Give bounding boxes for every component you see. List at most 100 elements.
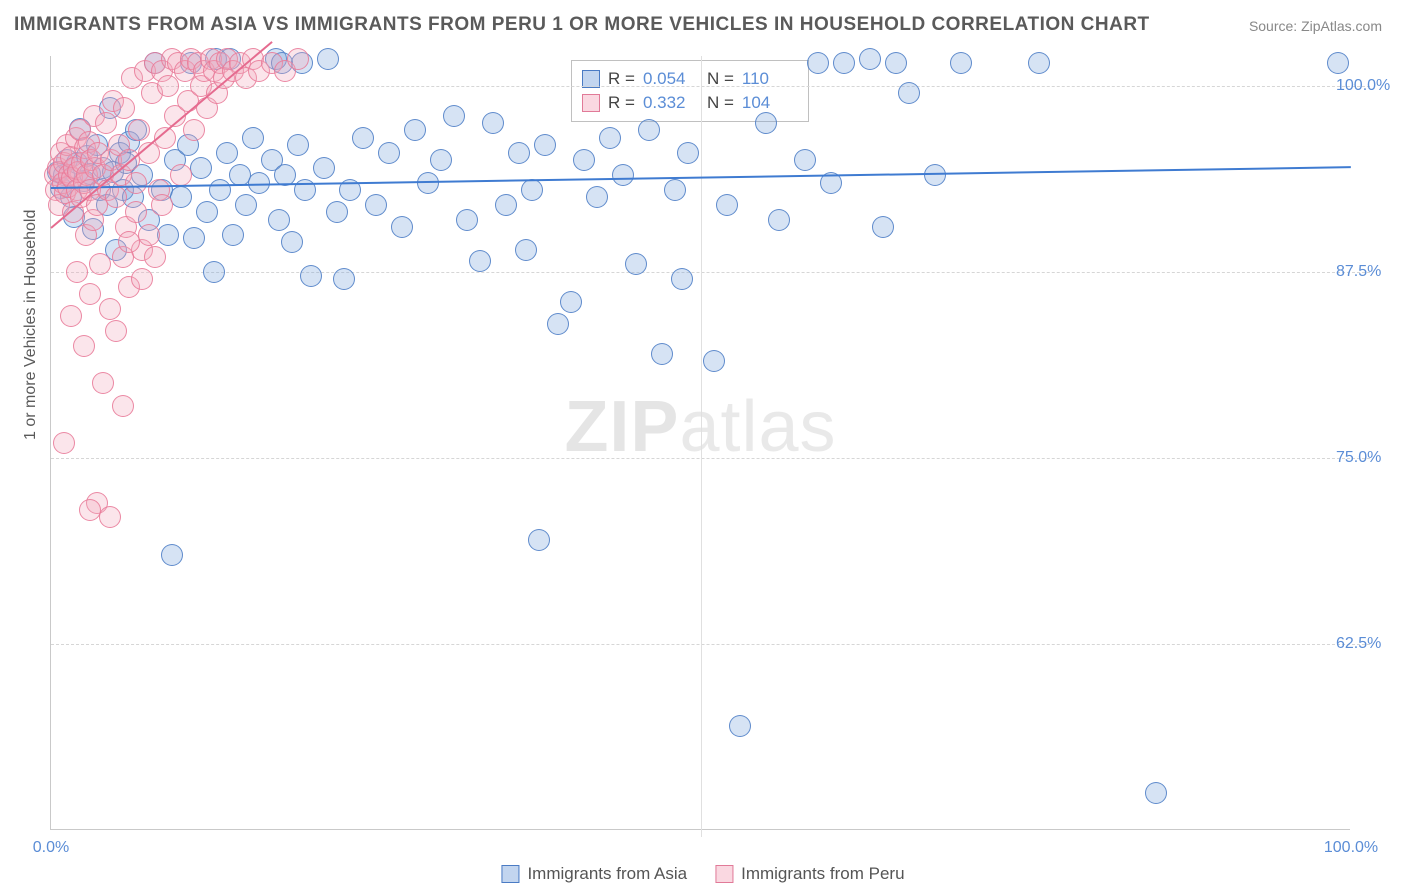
point-asia — [300, 265, 322, 287]
point-asia — [378, 142, 400, 164]
legend-peru-label: Immigrants from Peru — [741, 864, 904, 884]
swatch-peru-icon — [582, 94, 600, 112]
point-asia — [560, 291, 582, 313]
point-asia — [872, 216, 894, 238]
point-asia — [222, 224, 244, 246]
point-asia — [807, 52, 829, 74]
x-tick-label: 0.0% — [33, 839, 69, 857]
point-peru — [125, 201, 147, 223]
point-asia — [794, 149, 816, 171]
point-asia — [183, 227, 205, 249]
point-asia — [190, 157, 212, 179]
point-asia — [651, 343, 673, 365]
point-asia — [196, 201, 218, 223]
point-asia — [216, 142, 238, 164]
point-peru — [118, 231, 140, 253]
legend-asia-label: Immigrants from Asia — [527, 864, 687, 884]
source-label: Source: ZipAtlas.com — [1249, 18, 1382, 34]
swatch-peru-icon — [715, 865, 733, 883]
point-asia — [729, 715, 751, 737]
point-asia — [515, 239, 537, 261]
point-asia — [469, 250, 491, 272]
grid-line-v — [701, 56, 702, 837]
watermark-zip: ZIP — [564, 387, 679, 467]
point-asia — [768, 209, 790, 231]
point-asia — [547, 313, 569, 335]
point-asia — [508, 142, 530, 164]
point-asia — [716, 194, 738, 216]
point-asia — [430, 149, 452, 171]
point-asia — [664, 179, 686, 201]
point-asia — [495, 194, 517, 216]
point-peru — [128, 119, 150, 141]
point-peru — [95, 112, 117, 134]
swatch-asia-icon — [501, 865, 519, 883]
point-asia — [248, 172, 270, 194]
point-peru — [99, 298, 121, 320]
point-asia — [924, 164, 946, 186]
point-asia — [482, 112, 504, 134]
point-asia — [885, 52, 907, 74]
point-peru — [125, 172, 147, 194]
point-asia — [950, 52, 972, 74]
point-peru — [144, 246, 166, 268]
point-asia — [170, 186, 192, 208]
point-asia — [755, 112, 777, 134]
point-peru — [92, 372, 114, 394]
point-asia — [671, 268, 693, 290]
point-peru — [183, 119, 205, 141]
point-asia — [573, 149, 595, 171]
point-peru — [73, 335, 95, 357]
point-asia — [703, 350, 725, 372]
y-tick-label: 100.0% — [1336, 77, 1406, 95]
watermark-atlas: atlas — [679, 387, 836, 467]
point-asia — [235, 194, 257, 216]
point-asia — [599, 127, 621, 149]
point-asia — [333, 268, 355, 290]
point-peru — [113, 97, 135, 119]
stat-R-peru: 0.332 — [643, 93, 699, 113]
point-peru — [66, 261, 88, 283]
point-asia — [528, 529, 550, 551]
grid-line-h — [51, 458, 1370, 459]
point-asia — [287, 134, 309, 156]
point-asia — [281, 231, 303, 253]
grid-line-h — [51, 272, 1370, 273]
point-peru — [287, 48, 309, 70]
point-asia — [625, 253, 647, 275]
y-tick-label: 75.0% — [1336, 449, 1406, 467]
point-asia — [521, 179, 543, 201]
point-asia — [326, 201, 348, 223]
point-asia — [157, 224, 179, 246]
stat-N-peru: 104 — [742, 93, 798, 113]
point-asia — [1145, 782, 1167, 804]
point-peru — [138, 224, 160, 246]
point-peru — [112, 395, 134, 417]
legend-item-peru: Immigrants from Peru — [715, 864, 904, 884]
stat-R-label: R = — [608, 93, 635, 113]
point-asia — [268, 209, 290, 231]
point-asia — [456, 209, 478, 231]
point-asia — [391, 216, 413, 238]
plot-area: ZIPatlas R = 0.054 N = 110 R = 0.332 N =… — [50, 56, 1350, 830]
point-asia — [443, 105, 465, 127]
grid-line-h — [51, 644, 1370, 645]
point-asia — [203, 261, 225, 283]
y-axis-label: 1 or more Vehicles in Household — [22, 210, 40, 440]
point-asia — [612, 164, 634, 186]
point-peru — [105, 320, 127, 342]
stats-row-asia: R = 0.054 N = 110 — [582, 67, 798, 91]
point-asia — [898, 82, 920, 104]
point-asia — [209, 179, 231, 201]
x-tick-label: 100.0% — [1324, 839, 1378, 857]
y-tick-label: 62.5% — [1336, 635, 1406, 653]
point-asia — [404, 119, 426, 141]
point-asia — [1327, 52, 1349, 74]
point-asia — [534, 134, 556, 156]
point-asia — [1028, 52, 1050, 74]
stat-N-label: N = — [707, 93, 734, 113]
point-asia — [833, 52, 855, 74]
point-peru — [60, 305, 82, 327]
point-asia — [161, 544, 183, 566]
point-asia — [365, 194, 387, 216]
